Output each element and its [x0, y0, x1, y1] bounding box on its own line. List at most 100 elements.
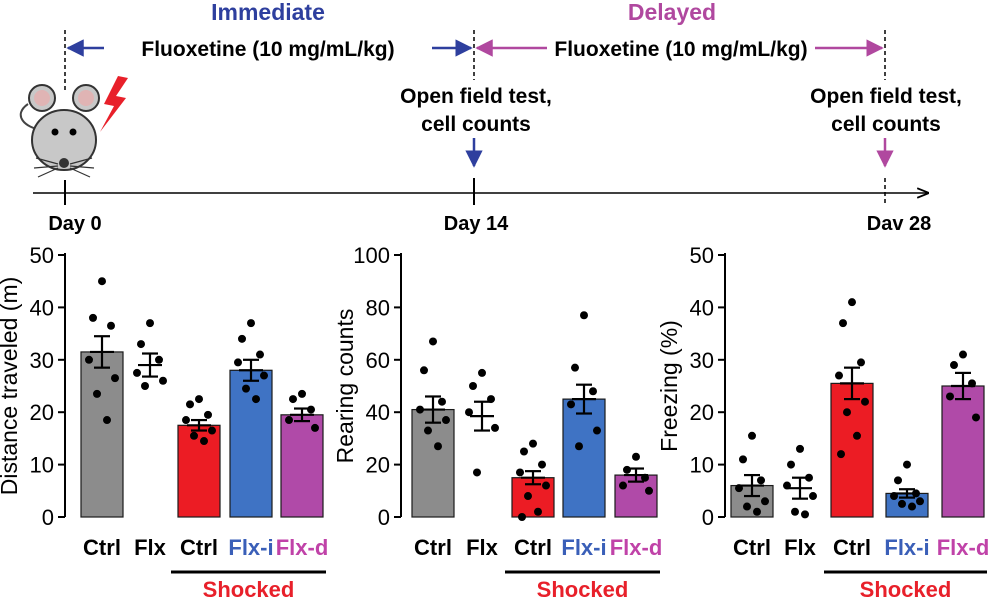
data-point	[837, 450, 845, 459]
data-point	[571, 363, 579, 372]
data-point	[839, 319, 847, 328]
data-point	[260, 371, 268, 380]
y-tick-label: 20	[366, 453, 390, 478]
bar	[941, 385, 985, 518]
bar	[280, 414, 324, 518]
rearing-counts-chart: 0 20 40 60 80 100 Rearing counts Ctrl Flx Ctrl Flx…	[332, 243, 662, 599]
category-label: Ctrl	[514, 535, 552, 560]
data-point	[853, 431, 861, 440]
data-point	[195, 395, 203, 404]
data-point	[894, 476, 902, 485]
bar	[177, 424, 221, 518]
phase-delayed-label: Delayed	[628, 0, 716, 25]
data-point	[516, 468, 524, 477]
data-point	[890, 492, 898, 501]
category-label: Flx-d	[610, 535, 663, 560]
y-tick-label: 0	[702, 505, 714, 530]
data-point	[133, 368, 141, 377]
data-point	[438, 397, 446, 406]
data-point	[796, 444, 804, 453]
data-point	[182, 416, 190, 425]
data-point	[567, 400, 575, 409]
data-point	[234, 358, 242, 367]
data-point	[753, 507, 761, 516]
phase-immediate-label: Immediate	[211, 0, 325, 25]
data-point	[787, 460, 795, 469]
bar	[229, 369, 273, 518]
data-point	[491, 423, 499, 432]
category-label: Ctrl	[414, 535, 452, 560]
data-point	[619, 481, 627, 490]
data-point	[155, 355, 163, 364]
data-point	[247, 319, 255, 328]
y-tick-label: 40	[366, 400, 390, 425]
mouse-icon	[19, 84, 100, 178]
data-point	[478, 368, 486, 377]
data-point	[735, 484, 743, 493]
data-point	[857, 358, 865, 367]
data-point	[141, 382, 149, 390]
day14-label: Day 14	[444, 213, 509, 235]
data-point	[968, 379, 976, 388]
data-point	[487, 395, 495, 404]
data-point	[912, 489, 920, 498]
data-point	[805, 473, 813, 482]
bar	[562, 398, 606, 518]
data-point	[589, 387, 597, 396]
category-label: Ctrl	[180, 535, 218, 560]
data-point	[801, 510, 809, 519]
y-tick-label: 0	[378, 505, 390, 530]
day28-test-line2: cell counts	[831, 113, 941, 136]
y-tick-label: 30	[30, 348, 54, 373]
category-label: Flx-d	[937, 535, 990, 560]
data-point	[103, 416, 111, 425]
data-point	[575, 442, 583, 451]
bar	[830, 382, 874, 518]
y-axis-title: Rearing counts	[332, 309, 358, 464]
day14-test-line1: Open field test,	[400, 85, 552, 108]
data-point	[809, 492, 817, 501]
y-axis-title: Distance traveled (m)	[0, 277, 22, 496]
y-tick-label: 100	[353, 243, 390, 268]
data-point	[416, 405, 424, 414]
data-point	[465, 408, 473, 417]
data-point	[208, 426, 216, 435]
data-point	[534, 507, 542, 516]
y-tick-label: 40	[30, 295, 54, 320]
distance-traveled-chart: 0 10 20 30 40 50 Distance traveled (m) Ctrl Flx C…	[0, 243, 328, 599]
data-point	[861, 397, 869, 406]
data-point	[908, 502, 916, 511]
data-point	[748, 431, 756, 440]
day0-label: Day 0	[48, 213, 101, 235]
data-point	[307, 405, 315, 414]
shocked-label: Shocked	[203, 577, 295, 599]
data-point	[903, 460, 911, 469]
data-point	[311, 423, 319, 432]
data-point	[298, 389, 306, 398]
data-point	[843, 408, 851, 417]
data-point	[186, 400, 194, 409]
data-point	[111, 374, 119, 383]
data-point	[107, 321, 115, 330]
category-label: Flx-i	[228, 535, 273, 560]
data-point	[542, 481, 550, 490]
data-point	[645, 486, 653, 495]
data-point	[98, 277, 106, 286]
data-point	[190, 431, 198, 440]
category-label: Flx-i	[561, 535, 606, 560]
data-point	[252, 395, 260, 404]
data-point	[146, 319, 154, 328]
data-point	[256, 350, 264, 359]
data-point	[238, 334, 246, 343]
data-point	[835, 371, 843, 380]
shock-lightning-icon	[100, 76, 128, 132]
data-point	[285, 416, 293, 425]
y-tick-label: 80	[366, 295, 390, 320]
data-point	[898, 499, 906, 508]
data-point	[632, 452, 640, 461]
data-point	[518, 513, 526, 521]
data-point	[641, 473, 649, 482]
data-point	[137, 340, 145, 349]
data-point	[916, 497, 924, 506]
